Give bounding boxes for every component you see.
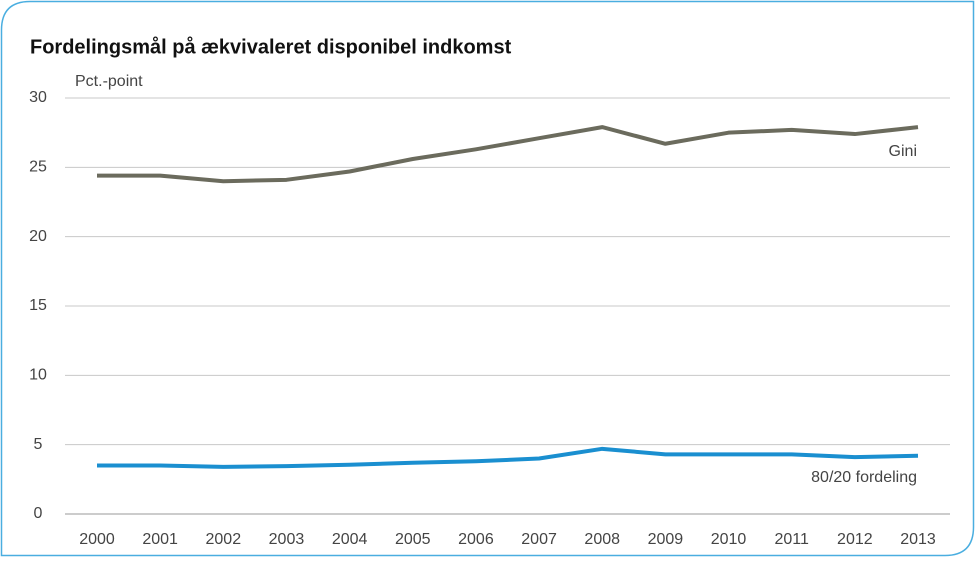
x-tick-label: 2010 (711, 531, 747, 548)
chart-title: Fordelingsmål på ækvivaleret disponibel … (30, 35, 512, 58)
y-tick-label: 10 (29, 367, 47, 384)
x-tick-label: 2005 (395, 531, 431, 548)
x-tick-label: 2002 (206, 531, 242, 548)
y-axis-label: Pct.-point (75, 73, 143, 90)
y-tick-label: 15 (29, 297, 47, 314)
y-tick-label: 20 (29, 228, 47, 245)
x-tick-label: 2012 (837, 531, 873, 548)
x-tick-label: 2011 (774, 531, 809, 548)
x-tick-label: 2009 (648, 531, 684, 548)
y-tick-label: 5 (34, 436, 43, 453)
x-tick-label: 2001 (142, 531, 178, 548)
x-tick-label: 2006 (458, 531, 494, 548)
series-line (97, 446, 919, 469)
series-label: Gini (889, 143, 917, 160)
x-tick-label: 2004 (332, 531, 368, 548)
x-tick-label: 2008 (584, 531, 620, 548)
y-tick-label: 0 (34, 505, 43, 522)
x-tick-label: 2013 (900, 531, 936, 548)
x-tick-label: 2007 (521, 531, 557, 548)
series-line (97, 125, 919, 184)
y-tick-label: 25 (29, 159, 47, 176)
y-tick-label: 30 (29, 89, 47, 106)
series-label: 80/20 fordeling (811, 469, 917, 486)
x-tick-label: 2003 (269, 531, 305, 548)
x-tick-label: 2000 (79, 531, 115, 548)
